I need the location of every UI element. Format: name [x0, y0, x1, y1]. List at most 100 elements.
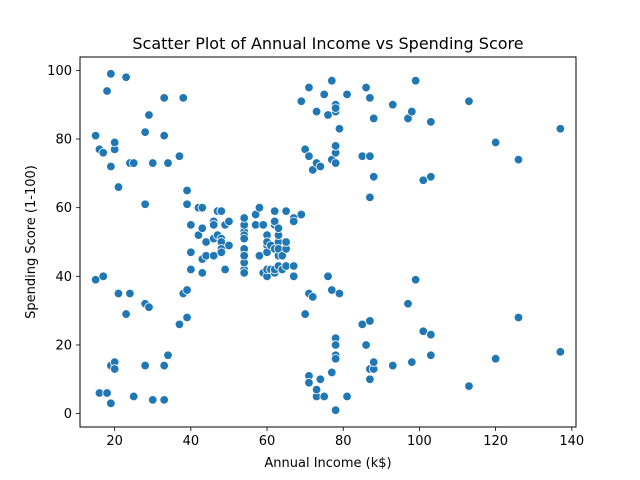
- data-point: [239, 233, 249, 244]
- data-point: [426, 329, 436, 340]
- data-point: [174, 319, 185, 330]
- data-point: [330, 103, 341, 113]
- data-point: [220, 264, 230, 275]
- data-point: [197, 202, 207, 213]
- data-point: [300, 309, 310, 319]
- data-point: [106, 69, 116, 79]
- data-point: [490, 354, 501, 364]
- data-point: [106, 161, 116, 172]
- y-tick-label: 0: [64, 407, 72, 422]
- y-axis-ticks: 0 20 40 60 80 100: [47, 64, 80, 422]
- data-point: [186, 247, 196, 258]
- data-point: [308, 292, 318, 302]
- data-point: [121, 309, 131, 319]
- data-point: [315, 374, 326, 384]
- data-point: [174, 151, 185, 161]
- data-point: [113, 182, 124, 192]
- data-point: [327, 285, 337, 295]
- x-tick-label: 120: [483, 434, 508, 449]
- data-point: [90, 130, 101, 141]
- chart-title: Scatter Plot of Annual Income vs Spendin…: [132, 34, 523, 53]
- x-axis-label: Annual Income (k$): [264, 456, 391, 471]
- data-point: [330, 405, 341, 415]
- data-point: [239, 213, 249, 223]
- y-tick-label: 80: [55, 133, 72, 148]
- data-point: [159, 93, 169, 103]
- data-point: [304, 378, 314, 388]
- data-point: [90, 275, 101, 285]
- data-point: [311, 106, 322, 117]
- data-point: [182, 185, 192, 196]
- data-point: [342, 89, 352, 100]
- data-point: [178, 93, 188, 103]
- y-tick-label: 100: [47, 64, 72, 79]
- data-point: [403, 299, 413, 309]
- data-point: [106, 398, 116, 409]
- data-point: [388, 360, 398, 371]
- data-point: [159, 395, 169, 405]
- data-point: [365, 374, 375, 384]
- data-point: [148, 158, 158, 168]
- data-point: [365, 93, 375, 103]
- data-point: [407, 357, 417, 367]
- data-point: [365, 316, 375, 326]
- data-point: [281, 206, 291, 216]
- data-point: [182, 312, 192, 323]
- y-tick-label: 40: [55, 270, 72, 285]
- data-point: [258, 220, 268, 230]
- data-point: [281, 237, 291, 247]
- data-point: [224, 216, 234, 227]
- data-point: [426, 350, 436, 360]
- data-point: [182, 199, 192, 209]
- data-point: [159, 360, 169, 371]
- y-tick-label: 60: [55, 201, 72, 216]
- data-point: [296, 209, 307, 220]
- data-point: [159, 130, 169, 141]
- data-point: [388, 100, 398, 110]
- data-point: [330, 340, 341, 350]
- data-point: [369, 357, 379, 367]
- data-point: [357, 319, 367, 330]
- data-point: [296, 96, 307, 106]
- data-point: [102, 86, 112, 96]
- data-point: [201, 237, 211, 247]
- data-point: [361, 82, 371, 93]
- data-point: [269, 206, 280, 216]
- data-point: [311, 384, 322, 395]
- data-point: [304, 82, 314, 93]
- data-point: [323, 271, 333, 282]
- x-tick-label: 80: [335, 434, 352, 449]
- data-point: [330, 141, 341, 151]
- data-point: [365, 192, 375, 203]
- data-point: [334, 124, 345, 134]
- x-axis-ticks: 20 40 60 80 100 120 140: [106, 427, 584, 449]
- data-point: [323, 110, 333, 120]
- data-point: [113, 288, 124, 299]
- x-tick-label: 100: [407, 434, 432, 449]
- data-point: [410, 75, 421, 86]
- data-point: [327, 75, 337, 86]
- x-tick-label: 20: [106, 434, 123, 449]
- x-tick-label: 60: [259, 434, 276, 449]
- data-point: [140, 360, 150, 371]
- plot-frame: [79, 56, 577, 428]
- data-point: [186, 220, 196, 230]
- data-point: [464, 96, 474, 106]
- data-point: [369, 172, 379, 182]
- data-point: [315, 161, 326, 172]
- data-point: [289, 216, 299, 227]
- data-point: [109, 364, 120, 374]
- data-point: [365, 151, 375, 161]
- data-point: [144, 110, 154, 120]
- data-point: [239, 251, 249, 261]
- data-point: [426, 117, 436, 127]
- data-point: [140, 127, 150, 137]
- data-point: [361, 340, 371, 350]
- y-axis-label: Spending Score (1-100): [24, 165, 39, 319]
- x-tick-label: 40: [183, 434, 200, 449]
- data-point: [342, 391, 352, 402]
- data-points: [90, 69, 566, 415]
- data-point: [197, 268, 207, 278]
- data-point: [410, 275, 421, 285]
